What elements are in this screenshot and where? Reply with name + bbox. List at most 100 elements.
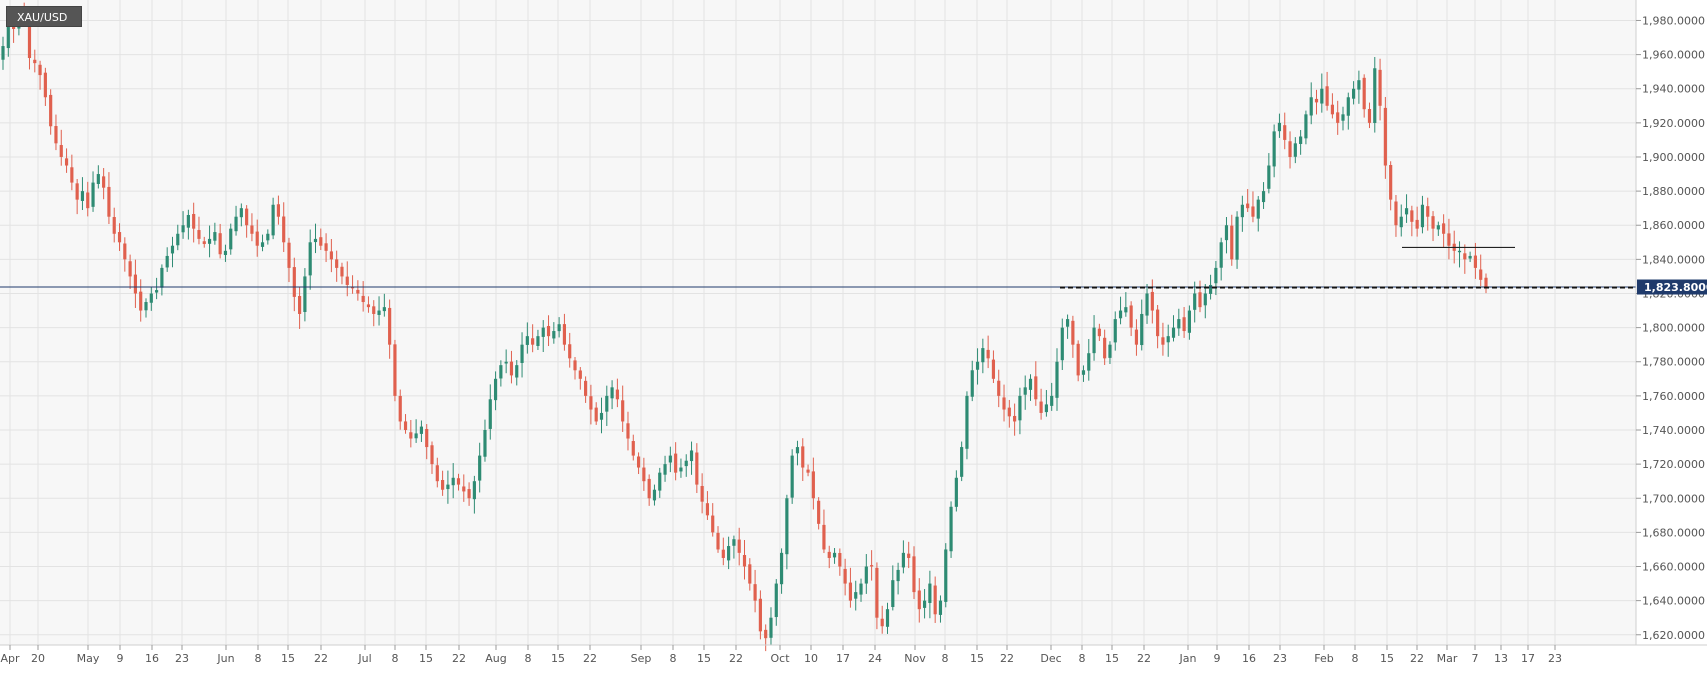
candle-body — [801, 446, 805, 468]
candle — [811, 457, 815, 510]
candle — [938, 595, 943, 623]
candle — [1394, 195, 1398, 237]
candle — [1288, 131, 1292, 169]
candle-body — [27, 20, 32, 59]
candle-body — [1261, 191, 1266, 203]
x-tick-label: 16 — [1242, 652, 1256, 665]
candle — [546, 315, 551, 347]
candle-body — [917, 590, 921, 610]
candle-body — [75, 183, 79, 200]
candle — [213, 222, 217, 245]
candle-body — [499, 365, 503, 379]
candle — [1224, 217, 1229, 254]
candle-body — [1457, 250, 1462, 253]
candle — [584, 376, 588, 403]
candle-body — [732, 539, 736, 546]
candle — [308, 229, 312, 290]
candle-body — [779, 552, 784, 585]
candle-body — [515, 365, 519, 378]
candle-body — [298, 295, 302, 314]
candle-body — [234, 216, 238, 232]
y-tick-label: 1,960.0000 — [1642, 49, 1705, 62]
x-tick-label: 17 — [836, 652, 850, 665]
candle-body — [679, 467, 683, 472]
candle — [1267, 153, 1271, 194]
candle-body — [721, 549, 725, 558]
candle — [488, 384, 492, 440]
candle-body — [123, 243, 127, 260]
candle-body — [716, 532, 720, 550]
candle-body — [96, 174, 100, 184]
candle-body — [1468, 255, 1472, 259]
candle-body — [176, 233, 180, 246]
candle — [1473, 242, 1477, 279]
x-tick-label: 8 — [255, 652, 262, 665]
candle — [64, 148, 69, 173]
x-tick-label: 22 — [729, 652, 743, 665]
candle-body — [403, 421, 408, 430]
y-tick-label: 1,680.0000 — [1642, 526, 1705, 539]
candle — [573, 357, 577, 380]
candle — [102, 168, 106, 200]
candle-body — [340, 266, 344, 277]
candle-body — [345, 276, 349, 285]
candle-body — [504, 361, 508, 364]
x-tick-label: 23 — [175, 652, 189, 665]
candle-body — [446, 484, 450, 490]
candle — [276, 195, 281, 225]
candle-body — [493, 378, 498, 401]
candle-body — [1325, 86, 1329, 106]
candle — [1293, 137, 1297, 164]
candle — [642, 457, 646, 491]
candle — [1007, 399, 1011, 428]
candle-body — [891, 580, 895, 608]
candle — [218, 223, 222, 259]
candle-body — [292, 267, 296, 297]
candle — [1304, 110, 1308, 145]
candle — [155, 277, 159, 300]
symbol-badge[interactable]: XAU/USD — [6, 6, 82, 27]
candle-body — [1288, 141, 1292, 157]
candle — [335, 250, 339, 282]
candles — [1, 2, 1488, 652]
y-tick-label: 1,860.0000 — [1642, 219, 1705, 232]
candle — [133, 259, 137, 308]
candle — [1060, 318, 1064, 371]
candle-body — [1431, 216, 1435, 229]
x-tick-label: 15 — [1380, 652, 1394, 665]
candle-body — [769, 617, 773, 638]
candle-body — [1156, 309, 1160, 337]
candle — [430, 441, 434, 474]
candle — [907, 541, 911, 569]
candle-body — [1092, 327, 1096, 354]
candle-body — [1277, 122, 1282, 132]
candle — [382, 293, 386, 317]
candle — [737, 527, 741, 566]
x-tick-label: 10 — [804, 652, 818, 665]
candle-body — [1399, 216, 1403, 228]
candle — [1283, 112, 1287, 150]
candle — [319, 228, 323, 251]
candle — [610, 380, 614, 410]
candle — [1065, 314, 1070, 339]
candle-body — [531, 338, 535, 345]
candle-body — [80, 191, 85, 201]
candle — [880, 605, 884, 634]
x-tick-label: 17 — [1521, 652, 1535, 665]
candle-body — [1039, 401, 1043, 413]
candle — [1240, 195, 1244, 232]
candle — [123, 237, 127, 272]
candle — [493, 371, 498, 411]
candle — [748, 558, 752, 591]
candle — [313, 223, 318, 254]
y-tick-label: 1,700.0000 — [1642, 492, 1705, 505]
candle — [229, 223, 233, 255]
candle — [435, 457, 439, 488]
candle-body — [748, 564, 752, 584]
candle — [1442, 214, 1446, 247]
candle-body — [1150, 291, 1154, 311]
candle — [658, 467, 662, 498]
candle — [901, 540, 905, 574]
candle — [1468, 251, 1472, 263]
candle — [33, 49, 37, 73]
